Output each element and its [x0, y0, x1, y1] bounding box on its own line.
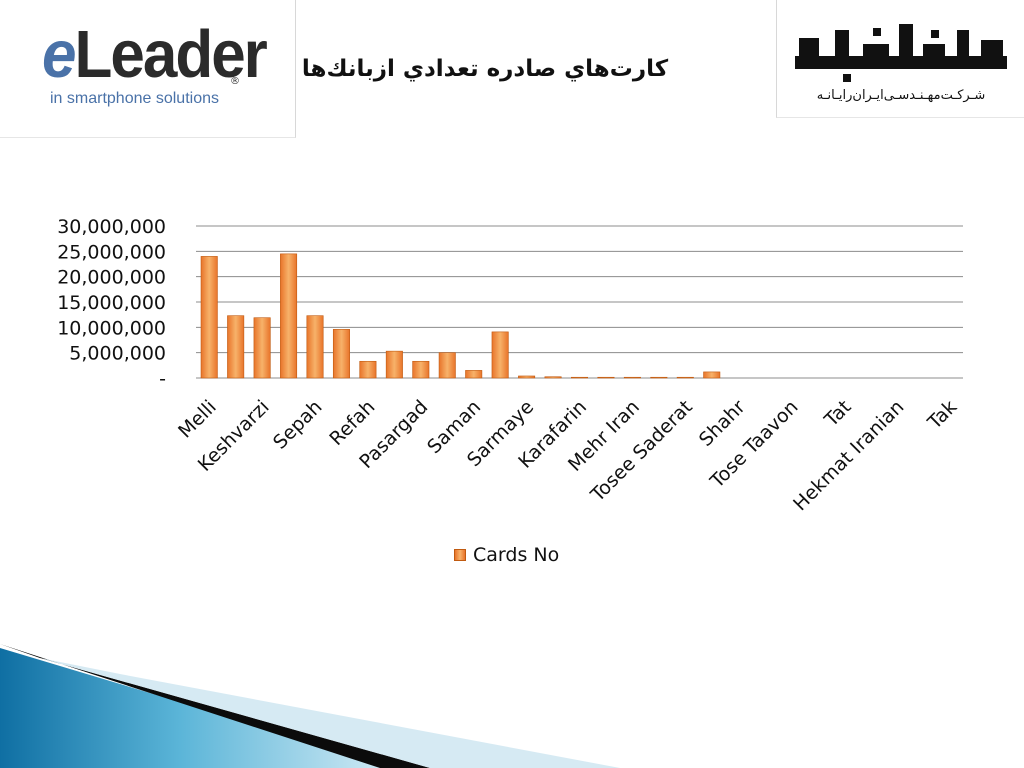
bar [359, 360, 377, 379]
bar [650, 376, 668, 379]
iran-rayaneh-caption: شـرکـت‌مهـنـدسـی‌ایـران‌رایـانـه [816, 88, 986, 103]
bar [571, 376, 588, 379]
footer-swoosh [0, 644, 620, 768]
registered-mark: ® [230, 76, 240, 87]
y-tick-label: 25,000,000 [57, 241, 166, 263]
bar [385, 350, 403, 379]
bar [676, 376, 694, 379]
eleader-word: Leader [74, 17, 267, 93]
x-tick-label: Sepah [269, 396, 327, 454]
x-tick-label: Tak [923, 396, 961, 434]
eleader-e-letter: e [42, 17, 77, 93]
chart-legend: Cards No [454, 544, 559, 566]
x-tick-label: Melli [174, 396, 221, 443]
eleader-wordmark: eLeader [42, 21, 268, 89]
y-tick-label: 15,000,000 [57, 292, 166, 314]
bar [438, 352, 456, 379]
bar [253, 317, 271, 379]
bar [306, 315, 324, 379]
bar [280, 253, 298, 379]
y-tick-label: - [159, 368, 166, 390]
bar [544, 376, 562, 379]
bar [703, 371, 721, 379]
bar-chart: - 5,000,000 10,000,000 15,000,000 20,000,000… [57, 216, 963, 515]
bar [412, 360, 430, 379]
bar [465, 370, 483, 379]
bar [491, 331, 509, 379]
bar [623, 376, 641, 379]
legend-label: Cards No [473, 544, 560, 566]
iran-rayaneh-logo: شـرکـت‌مهـنـدسـی‌ایـران‌رایـانـه [776, 0, 1024, 118]
y-tick-label: 10,000,000 [57, 317, 166, 339]
x-tick-label: Tat [820, 396, 856, 432]
bar [518, 375, 536, 379]
y-tick-label: 20,000,000 [57, 267, 166, 289]
y-tick-label: 30,000,000 [57, 216, 166, 238]
eleader-tagline: in smartphone solutions [50, 90, 219, 107]
y-tick-label: 5,000,000 [69, 343, 166, 365]
bar [227, 315, 245, 379]
legend-swatch [454, 549, 466, 561]
bar [597, 376, 615, 379]
iran-rayaneh-logo-mark [795, 24, 1007, 82]
bar [332, 329, 350, 379]
eleader-logo: eLeader ® in smartphone solutions [0, 0, 296, 138]
bar [200, 256, 218, 379]
slide-title: کارت‌هاي صادره تعدادي ازبانك‌ها [301, 56, 669, 82]
